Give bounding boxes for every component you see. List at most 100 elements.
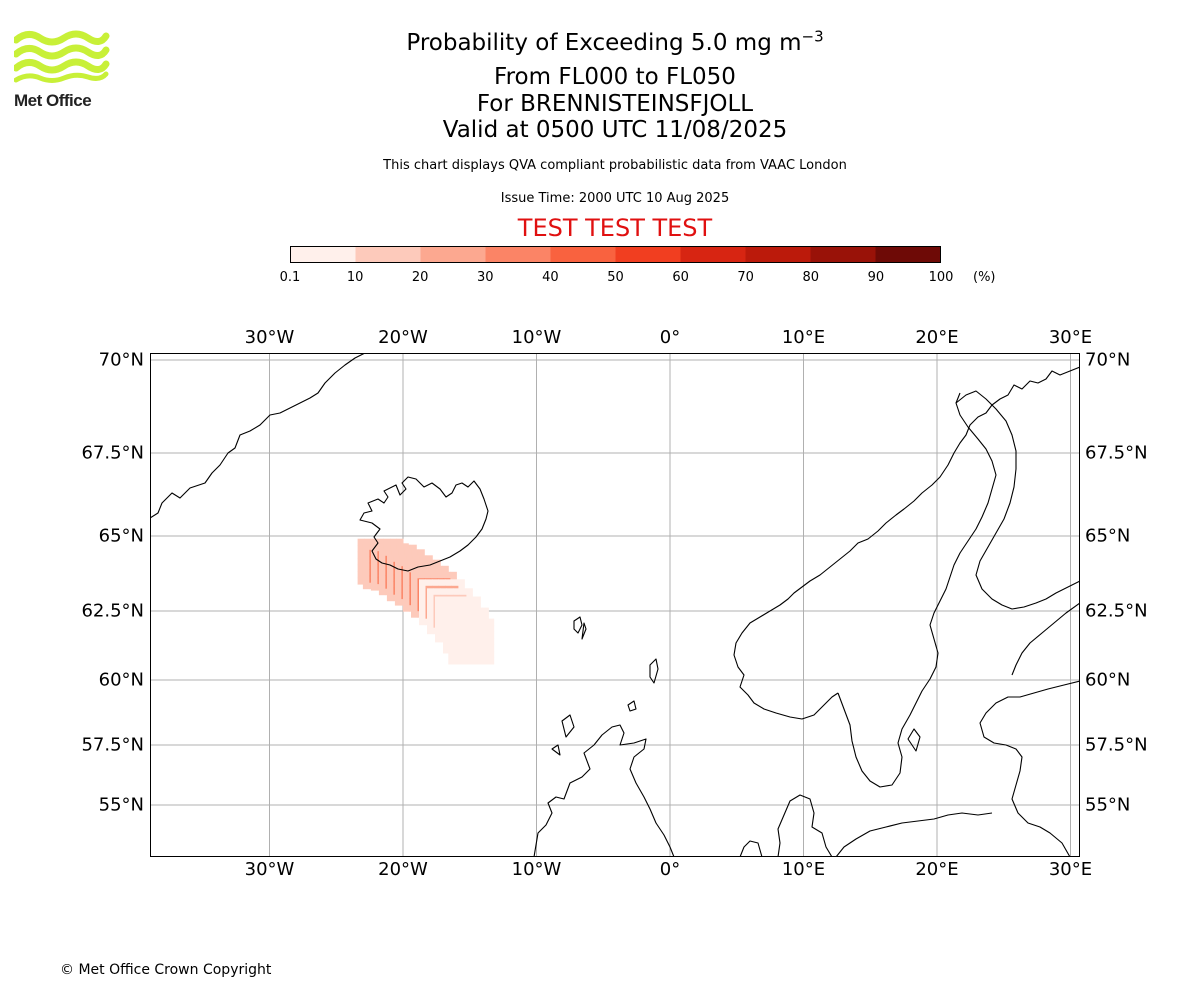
plume-cell (445, 579, 452, 587)
plume-cell (402, 565, 410, 573)
plume-cell (480, 657, 488, 665)
plume-cell (419, 555, 427, 563)
plume-cell (398, 549, 406, 557)
plume-cell (474, 644, 482, 652)
plume-cell (404, 549, 412, 557)
plume-cell (474, 638, 482, 645)
germany-poland-coast (835, 812, 993, 857)
colorbar-segment (810, 246, 876, 263)
ash-plume (357, 538, 495, 665)
plume-cell (419, 592, 426, 600)
plume-cell (378, 555, 386, 563)
plume-cell (402, 604, 410, 612)
plume-cell (480, 631, 488, 639)
plume-cell (427, 620, 434, 628)
volcano-title: For BRENNISTEINSFJOLL (476, 91, 754, 117)
plume-cell (435, 622, 442, 630)
plume-cell (469, 614, 476, 621)
plume-cell (450, 571, 457, 579)
colorbar-tick-label: 50 (607, 270, 624, 285)
plume-cell (390, 538, 397, 546)
colorbar-segment (355, 246, 421, 263)
plume-cell (411, 584, 418, 592)
baltic-states-coast (979, 680, 1080, 857)
plume-cell (386, 587, 394, 595)
latitude-label: 65°N (98, 525, 144, 547)
plume-cell (396, 544, 404, 552)
map-panel (150, 353, 1080, 857)
plume-cell (448, 631, 456, 639)
plume-cell (441, 565, 449, 573)
longitude-label: 30°W (244, 327, 295, 348)
latitude-label: 55°N (98, 794, 144, 816)
longitude-label: 20°W (378, 327, 428, 348)
plume-cell (414, 559, 422, 567)
plume-cell (451, 579, 459, 587)
plume-cell (435, 629, 442, 636)
plume-cell (357, 558, 365, 566)
longitude-label: 20°E (915, 327, 959, 348)
colorbar-segment (290, 246, 356, 263)
plume-cell (435, 565, 443, 573)
plume-cell (383, 538, 391, 546)
orkney-islands (627, 700, 637, 712)
plume-cell (402, 598, 410, 606)
plume-cell (417, 571, 425, 579)
plume-cell (411, 571, 418, 579)
plume-cell (394, 592, 402, 600)
plume-cell (448, 618, 456, 626)
plume-cell (386, 594, 394, 602)
plume-cell (461, 618, 469, 626)
plume-cell (454, 596, 462, 604)
plume-cell (459, 588, 467, 596)
plume-cell (474, 651, 482, 658)
plume-cell (427, 627, 434, 635)
plume-cell (462, 614, 470, 621)
plume-cell (419, 605, 426, 613)
plume-cell (406, 555, 414, 563)
plume-cell (415, 565, 423, 573)
longitude-label: 20°E (915, 859, 959, 880)
latitude-label: 70°N (1085, 349, 1131, 371)
plume-cell (411, 549, 419, 557)
plume-cell (394, 572, 402, 580)
plume-cell (396, 538, 404, 546)
logo-waves (14, 30, 110, 83)
gotland (907, 728, 921, 752)
plume-cell (435, 603, 442, 610)
plume-cell (448, 638, 456, 645)
title-text: Probability of Exceeding 5.0 mg m (406, 30, 802, 56)
plume-cell (461, 596, 468, 604)
longitude-label: 10°W (511, 327, 562, 348)
plume-cell (427, 594, 434, 602)
longitude-label: 10°E (781, 859, 826, 880)
plume-cell (454, 651, 462, 658)
probability-colorbar (290, 246, 941, 263)
plume-cell (394, 579, 402, 587)
source-note: This chart displays QVA compliant probab… (383, 158, 847, 173)
plume-cell (378, 562, 386, 570)
longitude-label: 30°W (244, 859, 295, 880)
plume-cell (435, 616, 442, 623)
plume-cell (454, 618, 462, 626)
plume-cell (422, 565, 430, 573)
plume-cell (362, 549, 370, 557)
plume-cell (467, 644, 475, 652)
plume-cell (394, 585, 402, 593)
plume-cell (441, 596, 449, 604)
met-office-logo-text: Met Office (14, 91, 92, 110)
faroe-islands (573, 616, 587, 640)
plume-cell (461, 631, 469, 639)
plume-cell (433, 588, 441, 596)
plume-cell (402, 591, 410, 599)
plume-cell (443, 646, 450, 654)
plume-cell (357, 551, 365, 559)
valid-time-title: Valid at 0500 UTC 11/08/2025 (442, 117, 788, 143)
plume-cell (427, 607, 434, 615)
plume-cell (402, 585, 410, 593)
latitude-label: 67.5°N (81, 442, 144, 464)
longitude-label: 0° (659, 327, 681, 348)
plume-cell (435, 596, 442, 604)
map-frame (150, 353, 1080, 857)
colorbar-tick-label: 90 (867, 270, 885, 285)
